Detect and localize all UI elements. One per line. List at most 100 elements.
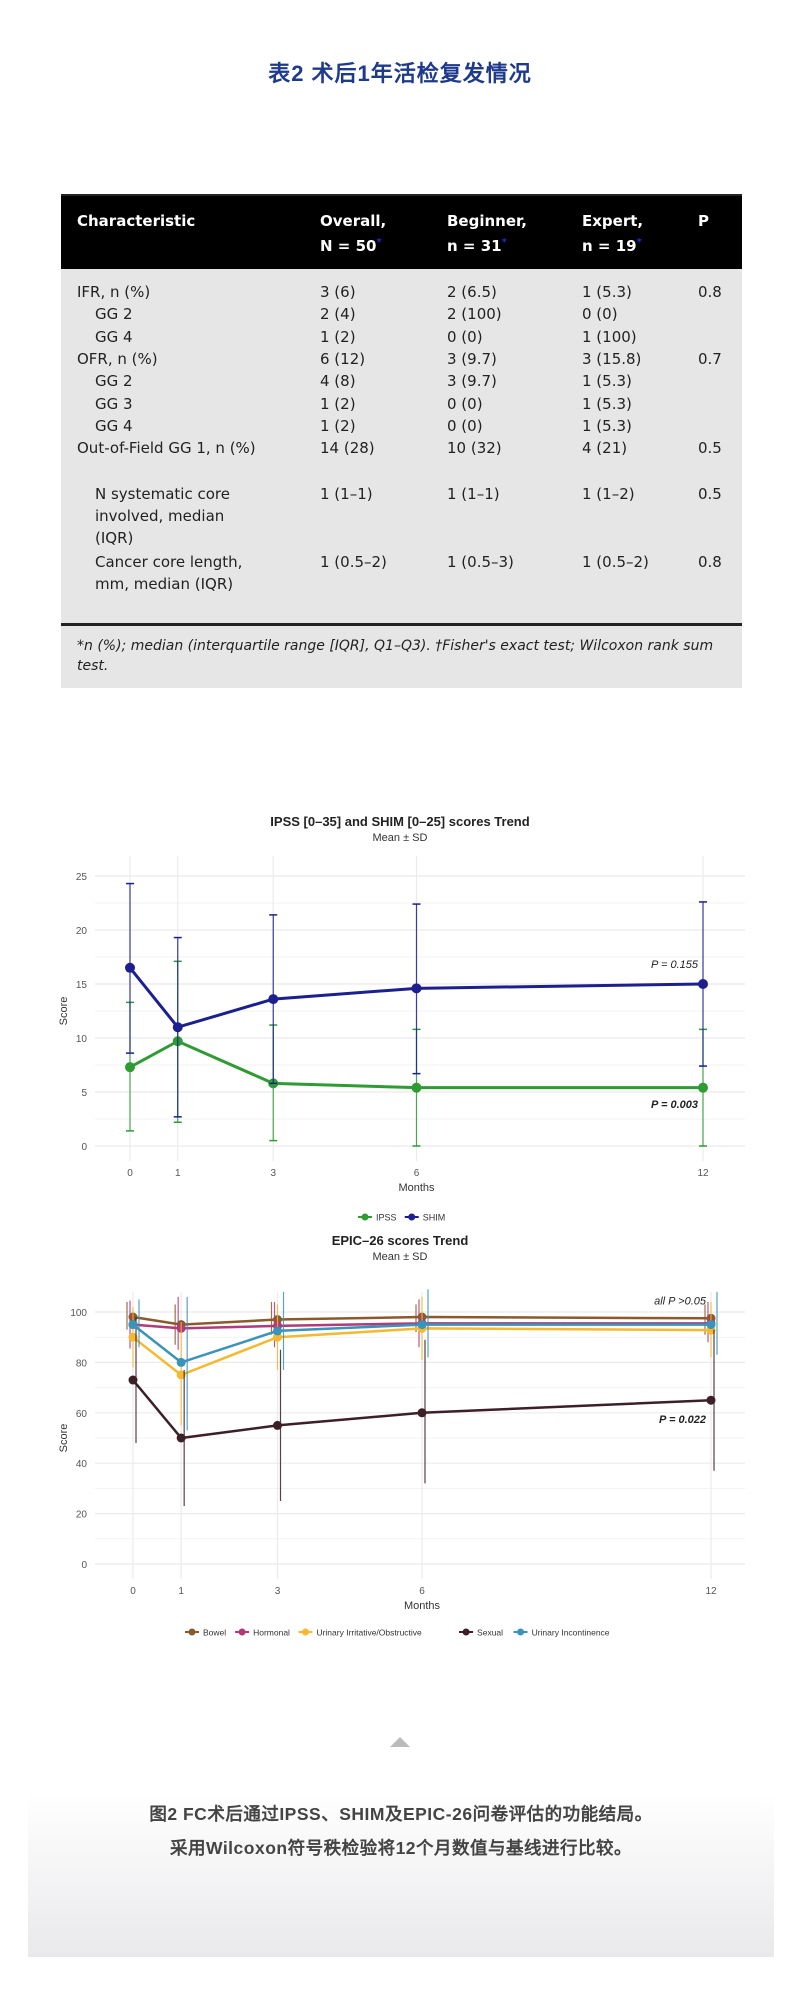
cell-value: 2 (6.5)	[447, 283, 497, 301]
header-line: n = 19	[582, 237, 637, 255]
cell-value: 3 (15.8)	[582, 349, 642, 368]
data-point	[706, 1395, 716, 1405]
footnote-mark: *	[376, 237, 382, 248]
header-line: Beginner,	[447, 212, 527, 230]
legend-label: Hormonal	[253, 1628, 290, 1638]
row-label: GG 2	[95, 372, 133, 391]
row-label: GG 4	[95, 327, 133, 346]
cell-value: 1 (5.3)	[582, 283, 632, 301]
header-line: n = 31	[447, 237, 502, 255]
y-tick-label: 15	[76, 980, 88, 991]
legend-marker	[301, 1628, 309, 1636]
cell-value: 1 (100)	[582, 327, 637, 346]
cell-value: 0.5	[698, 485, 722, 504]
table-header: Characteristic Overall, N = 50* Beginner, n …	[61, 194, 742, 269]
footnote-mark: *	[501, 237, 507, 248]
x-axis-label: Months	[404, 1600, 441, 1612]
legend-item: Sexual	[459, 1628, 503, 1638]
data-point	[698, 1082, 708, 1093]
p-value-annotation: P = 0.003	[651, 1099, 698, 1111]
column-header: Expert, n = 19*	[582, 210, 643, 257]
data-point	[273, 1326, 282, 1336]
cell-value: 0.8	[698, 283, 722, 301]
cell-value: 3 (9.7)	[447, 349, 497, 368]
results-table: Characteristic Overall, N = 50* Beginner, n …	[61, 194, 742, 688]
cell-value: 1 (2)	[320, 416, 356, 435]
x-axis-label: Months	[398, 1182, 435, 1194]
chart-subtitle: Mean ± SD	[373, 832, 428, 844]
caption-line-1: 图2 FC术后通过IPSS、SHIM及EPIC-26问卷评估的功能结局。	[149, 1804, 653, 1824]
data-point	[698, 979, 708, 989]
cell-value: 1 (1–2)	[582, 485, 635, 504]
legend-marker	[238, 1628, 246, 1636]
table-body: IFR, n (%) 3 (6) 2 (6.5) 1 (5.3) 0.8 GG 2 2 (4…	[61, 269, 742, 623]
y-tick-label: 0	[81, 1142, 87, 1153]
cell-value: 1 (5.3)	[582, 416, 632, 435]
cell-value: 1 (1–1)	[447, 485, 500, 504]
row-label: OFR, n (%)	[77, 349, 158, 368]
p-value-annotation: P = 0.022	[659, 1414, 706, 1426]
data-point	[417, 1320, 427, 1330]
p-value-annotation: all P >0.05	[654, 1295, 707, 1307]
legend-marker	[462, 1628, 470, 1636]
row-label: GG 3	[95, 394, 133, 413]
row-label: IFR, n (%)	[77, 283, 151, 301]
cell-value: 3 (6)	[320, 283, 356, 301]
chart-subtitle: Mean ± SD	[373, 1251, 428, 1263]
x-tick-label: 12	[697, 1168, 709, 1179]
footnote-mark: *	[636, 237, 642, 248]
legend-label: SHIM	[423, 1213, 446, 1223]
legend-item: Bowel	[185, 1628, 226, 1638]
row-label: GG 2	[95, 305, 133, 324]
cell-value: 0.5	[698, 439, 722, 458]
legend-marker	[188, 1628, 196, 1636]
legend-label: Urinary Irritative/Obstructive	[316, 1628, 422, 1638]
row-label: N systematic core involved, median (IQR)	[95, 485, 230, 548]
data-point	[273, 1332, 282, 1342]
column-header: P	[698, 210, 709, 232]
legend-marker	[517, 1628, 525, 1636]
y-axis-label: Score	[58, 997, 70, 1026]
cell-value: 0 (0)	[582, 305, 618, 324]
caption-box	[28, 1793, 774, 1957]
data-point	[411, 1082, 422, 1093]
ipss-shim-chart: IPSS [0–35] and SHIM [0–25] scores Trend…	[58, 814, 745, 1223]
legend-label: IPSS	[376, 1213, 397, 1223]
cell-value: 1 (2)	[320, 327, 356, 346]
header-line: Characteristic	[77, 212, 196, 230]
y-tick-label: 5	[81, 1088, 87, 1099]
cell-value: 0.8	[698, 553, 722, 572]
data-point	[125, 962, 135, 973]
cell-value: 3 (9.7)	[447, 372, 497, 391]
p-value-annotation: P = 0.155	[651, 959, 699, 971]
column-header: Beginner, n = 31*	[447, 210, 527, 257]
cell-value: 1 (5.3)	[582, 394, 632, 413]
y-tick-label: 25	[76, 872, 88, 883]
y-axis-label: Score	[58, 1424, 70, 1453]
legend-item: IPSS	[358, 1213, 397, 1223]
table-footnote: *n (%); median (interquartile range [IQR…	[61, 623, 742, 688]
y-tick-label: 80	[76, 1358, 88, 1369]
legend-label: Sexual	[477, 1628, 503, 1638]
data-point	[176, 1370, 186, 1380]
data-point	[176, 1433, 186, 1443]
chart-title: IPSS [0–35] and SHIM [0–25] scores Trend	[270, 814, 529, 829]
x-tick-label: 1	[178, 1586, 184, 1597]
x-tick-label: 3	[270, 1168, 276, 1179]
cell-value: 1 (0.5–2)	[582, 553, 649, 572]
row-label: Cancer core length, mm, median (IQR)	[95, 553, 243, 594]
data-point	[176, 1357, 186, 1367]
x-tick-label: 0	[127, 1168, 133, 1179]
cell-value: 14 (28)	[320, 439, 375, 458]
y-tick-label: 10	[76, 1034, 88, 1045]
cell-value: 1 (0.5–2)	[320, 553, 387, 572]
collapse-arrow-icon[interactable]	[390, 1737, 410, 1747]
legend-item: Hormonal	[235, 1628, 290, 1638]
cell-value: 1 (1–1)	[320, 485, 373, 504]
legend-marker	[361, 1213, 369, 1221]
figure-caption: 图2 FC术后通过IPSS、SHIM及EPIC-26问卷评估的功能结局。 采用W…	[28, 1797, 774, 1865]
cell-value: 1 (2)	[320, 394, 356, 413]
cell-value: 10 (32)	[447, 439, 502, 458]
data-point	[128, 1332, 138, 1342]
